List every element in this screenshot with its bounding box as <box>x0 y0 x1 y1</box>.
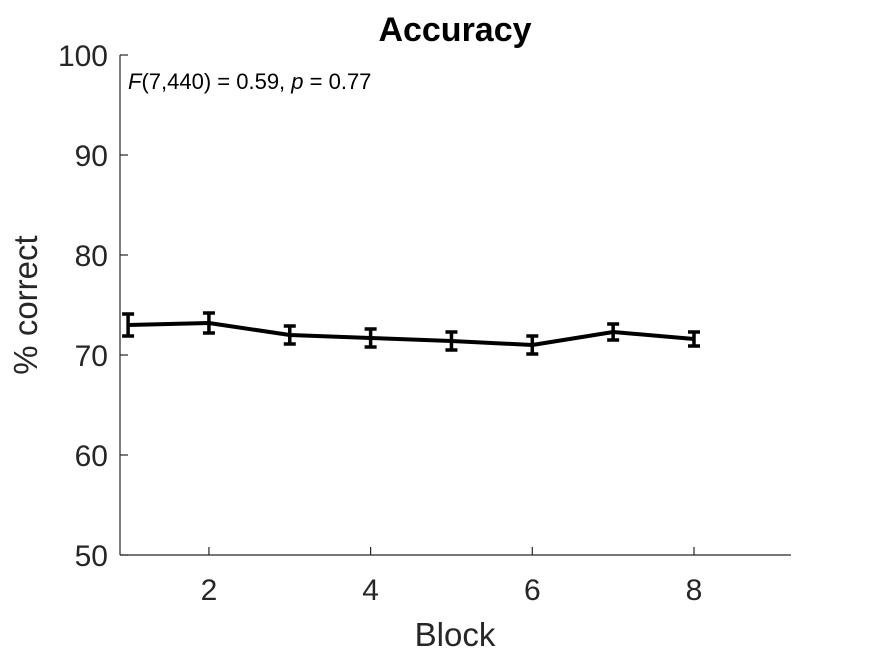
error-bar <box>687 330 700 348</box>
x-tick-label: 4 <box>362 574 379 607</box>
y-tick-label: 100 <box>58 40 108 73</box>
x-axis-ticks: 2 4 6 8 <box>201 547 703 607</box>
accuracy-series <box>122 311 700 356</box>
stat-annotation: F(7,440) = 0.59, p = 0.77 <box>128 69 371 94</box>
y-tick-label: 80 <box>75 240 108 273</box>
error-bar <box>202 311 215 335</box>
stat-args: (7,440) = 0.59, <box>141 69 291 94</box>
y-tick-label: 90 <box>75 140 108 173</box>
x-tick-label: 8 <box>686 574 703 607</box>
x-tick-label: 2 <box>201 574 218 607</box>
y-axis-ticks: 50 60 70 80 90 100 <box>58 40 128 573</box>
y-tick-label: 70 <box>75 340 108 373</box>
p-symbol: p <box>290 69 303 94</box>
y-tick-label: 50 <box>75 540 108 573</box>
error-bar <box>445 330 458 352</box>
error-bar <box>364 327 377 349</box>
chart-title: Accuracy <box>378 11 531 49</box>
series-line <box>128 321 695 347</box>
y-tick-label: 60 <box>75 440 108 473</box>
error-bar <box>283 324 296 346</box>
stat-symbol: F <box>128 69 143 94</box>
error-bar <box>526 334 539 356</box>
y-axis-label: % correct <box>7 235 44 374</box>
p-value: = 0.77 <box>304 69 372 94</box>
error-bar <box>122 312 135 338</box>
error-bar <box>607 322 620 342</box>
x-tick-label: 6 <box>524 574 541 607</box>
x-axis-label: Block <box>415 616 496 653</box>
